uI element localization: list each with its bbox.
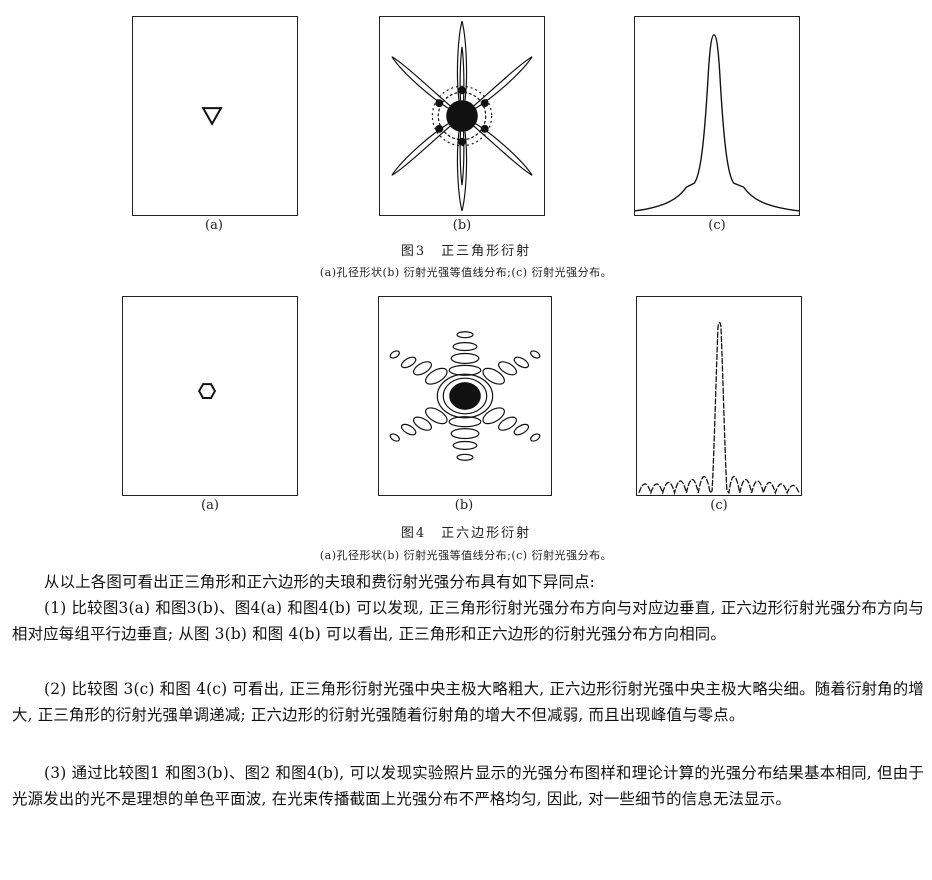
fig4-panel-c (636, 296, 802, 496)
hexagon-aperture-icon (197, 383, 217, 399)
paragraph-point-1: (1) 比较图3(a) 和图3(b)、图4(a) 和图4(b) 可以发现, 正三… (12, 599, 924, 643)
triangle-aperture-icon (201, 107, 223, 126)
fig4-panel-a (122, 296, 298, 496)
intro-paragraph: 从以上各图可看出正三角形和正六边形的夫琅和费衍射光强分布具有如下异同点: (44, 573, 596, 591)
fig4-title: 图4 正六边形衍射 (400, 526, 532, 541)
fig3-panel-b (379, 16, 545, 216)
fig4-panel-b (378, 296, 552, 496)
fig3-panel-c (634, 16, 800, 216)
fig4-label-a: (a) (201, 498, 219, 513)
fig4-label-b: (b) (454, 498, 474, 513)
fig4-label-c: (c) (710, 498, 728, 513)
paragraph-point-2: (2) 比较图 3(c) 和图 4(c) 可看出, 正三角形衍射光强中央主极大略… (12, 680, 924, 724)
fig3-label-c: (c) (708, 218, 726, 233)
triangle-intensity-curve (635, 34, 799, 212)
fig3-description: (a)孔径形状(b) 衍射光强等值线分布;(c) 衍射光强分布。 (319, 266, 613, 279)
paragraph-point-3: (3) 通过比较图1 和图3(b)、图2 和图4(b), 可以发现实验照片显示的… (12, 764, 924, 808)
triangle-contour-plot (391, 21, 533, 211)
hexagon-contour-plot (389, 331, 541, 461)
fig4-description: (a)孔径形状(b) 衍射光强等值线分布;(c) 衍射光强分布。 (319, 549, 613, 562)
fig3-panel-a (132, 16, 298, 216)
fig3-label-b: (b) (452, 218, 472, 233)
hexagon-intensity-curve (638, 321, 800, 495)
fig3-label-a: (a) (205, 218, 223, 233)
fig3-title: 图3 正三角形衍射 (400, 244, 532, 259)
